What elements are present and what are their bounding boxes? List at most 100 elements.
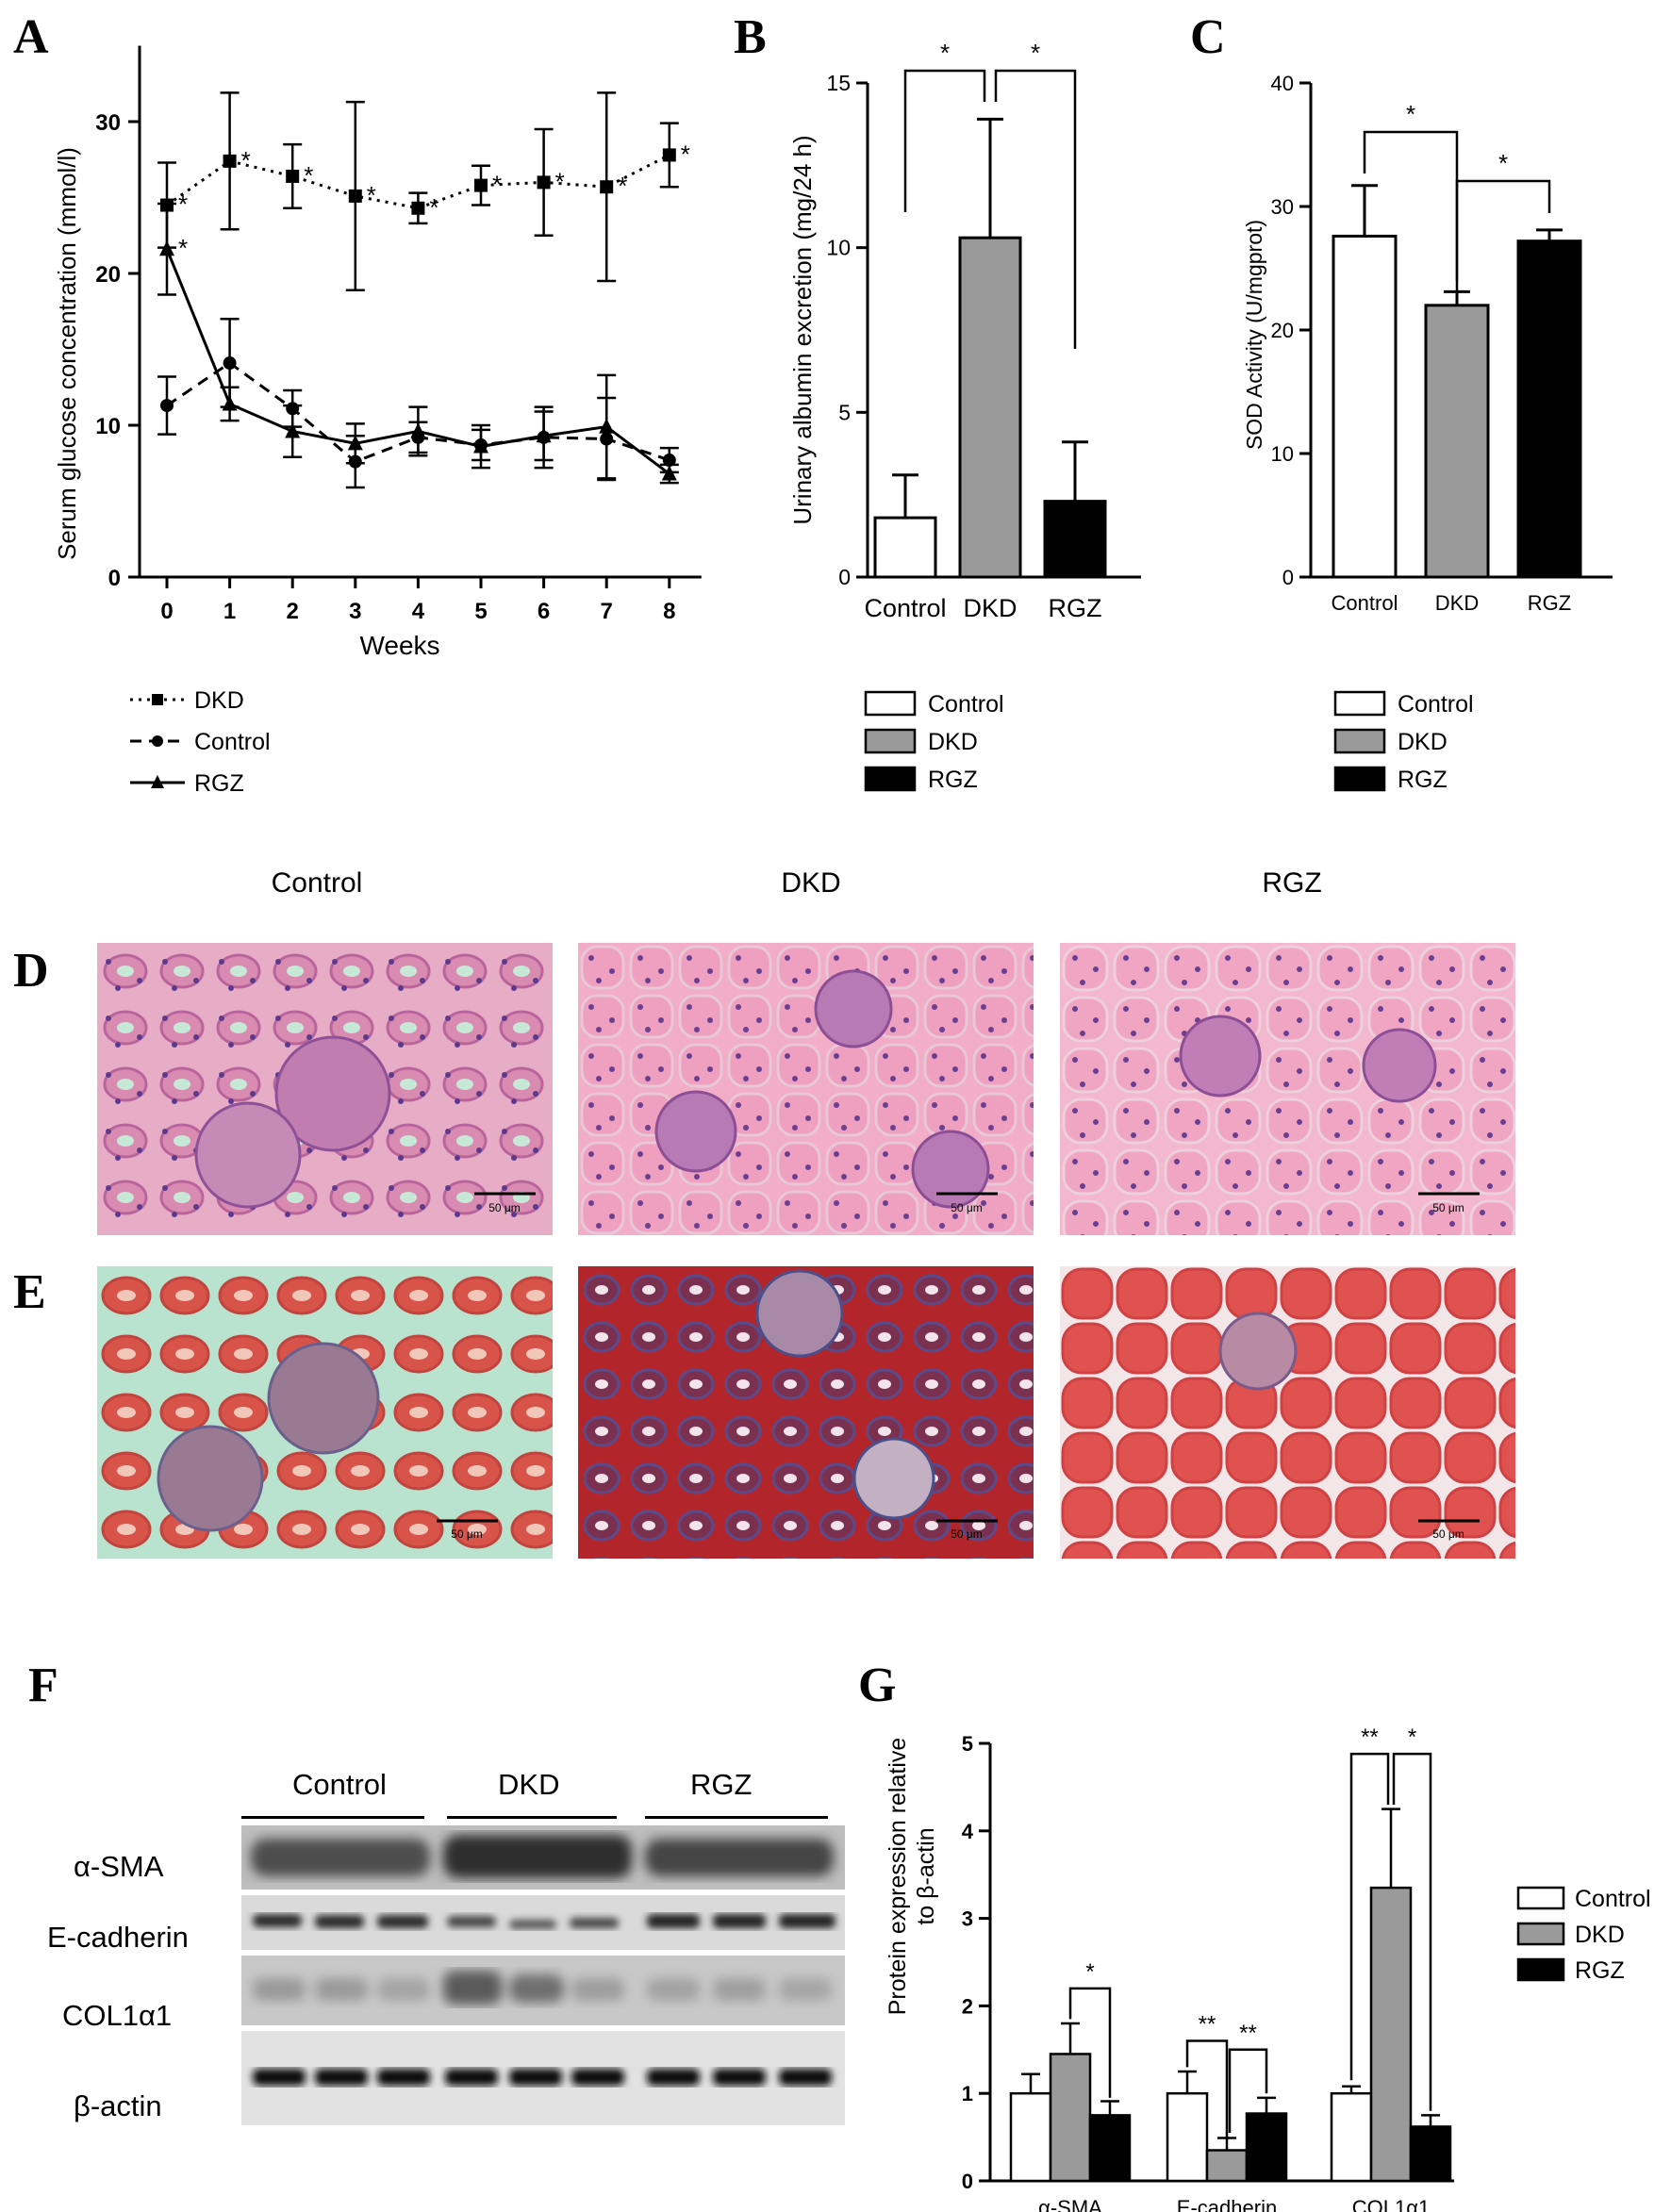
significance-star: * bbox=[1498, 149, 1508, 177]
scale-bar-label: 50 μm bbox=[1432, 1527, 1464, 1541]
y-tick-label: 4 bbox=[962, 1820, 974, 1843]
significance-star: * bbox=[555, 167, 565, 195]
significance-star: * bbox=[1085, 1959, 1094, 1985]
legend-label: RGZ bbox=[194, 770, 244, 797]
significance-star: * bbox=[940, 39, 950, 67]
x-category-label: RGZ bbox=[1528, 591, 1571, 615]
data-point bbox=[223, 154, 237, 168]
legend-label: Control bbox=[1398, 691, 1474, 718]
albumin-bar-chart: 0 5 10 15 Control DKD RGZ * * Urinary albumin ex… bbox=[788, 39, 1141, 793]
tissue-texture: 50 μm bbox=[1060, 1266, 1515, 1559]
masson-micrograph-dkd: 50 μm bbox=[578, 1266, 1034, 1559]
wb-row-label-ecadherin: E-cadherin bbox=[47, 1921, 189, 1954]
significance-bracket bbox=[1068, 1987, 1112, 2098]
x-tick-label: 6 bbox=[538, 599, 550, 624]
bar-control bbox=[1166, 2091, 1209, 2183]
scale-bar-label: 50 μm bbox=[451, 1527, 483, 1541]
sod-bar-chart: 0 10 20 30 40 Control DKD RGZ * * SOD Activity (U… bbox=[1242, 72, 1613, 793]
masson-micrograph-rgz: 50 μm bbox=[1060, 1266, 1515, 1559]
tissue-texture: 50 μm bbox=[97, 943, 553, 1235]
significance-bracket bbox=[994, 69, 1077, 349]
data-point bbox=[347, 435, 363, 451]
legend-swatch bbox=[1333, 690, 1386, 717]
legend-marker bbox=[152, 694, 163, 705]
scale-bar-label: 50 μm bbox=[488, 1201, 521, 1214]
significance-star: * bbox=[429, 193, 438, 222]
data-point bbox=[348, 189, 362, 203]
x-tick-label: 1 bbox=[223, 599, 236, 624]
y-tick-label: 5 bbox=[838, 400, 851, 424]
legend-label: DKD bbox=[194, 687, 244, 714]
micro-header-rgz: RGZ bbox=[1262, 867, 1322, 899]
legend-swatch bbox=[864, 690, 917, 717]
y-tick-label: 20 bbox=[95, 262, 121, 288]
bar-dkd bbox=[958, 236, 1022, 579]
legend-label: Control bbox=[194, 729, 271, 755]
y-tick-label: 20 bbox=[1271, 319, 1294, 342]
y-tick-label: 0 bbox=[962, 2170, 973, 2193]
significance-star: * bbox=[367, 181, 376, 209]
legend-swatch bbox=[1333, 766, 1386, 792]
legend-label: DKD bbox=[928, 729, 978, 755]
data-point bbox=[599, 418, 615, 434]
data-point bbox=[600, 180, 614, 194]
chart-a-xlabel: Weeks bbox=[359, 631, 439, 660]
y-tick-label: 2 bbox=[962, 1994, 973, 2018]
chart-g-ylabel-line1: Protein expression relative bbox=[885, 1738, 911, 2016]
chart-c-ylabel: SOD Activity (U/mgprot) bbox=[1242, 220, 1266, 450]
bar-dkd bbox=[1369, 1886, 1413, 2183]
data-point bbox=[411, 201, 425, 215]
significance-star: * bbox=[178, 190, 188, 219]
x-tick-label: 3 bbox=[349, 599, 361, 624]
legend-swatch bbox=[1333, 728, 1386, 754]
y-tick-label: 10 bbox=[826, 236, 851, 260]
x-category-label: DKD bbox=[1435, 591, 1479, 615]
legend-marker bbox=[152, 735, 163, 747]
y-tick-label: 10 bbox=[95, 414, 121, 439]
x-tick-label: 0 bbox=[160, 599, 173, 624]
data-point bbox=[159, 240, 174, 256]
wb-header-dkd: DKD bbox=[498, 1768, 560, 1801]
he-micrograph-control: 50 μm bbox=[97, 943, 553, 1235]
panel-letter-b: B bbox=[734, 10, 767, 64]
x-category-label: RGZ bbox=[1049, 594, 1102, 622]
significance-star: * bbox=[618, 172, 627, 200]
micro-header-control: Control bbox=[271, 867, 363, 899]
x-category-label: Control bbox=[1332, 591, 1398, 615]
significance-star: ** bbox=[1199, 2012, 1216, 2038]
chart-g-ylabel-line2: to β-actin bbox=[913, 1827, 939, 1924]
legend-swatch bbox=[1516, 1957, 1565, 1982]
tissue-texture: 50 μm bbox=[578, 943, 1034, 1235]
chart-b-ylabel: Urinary albumin excretion (mg/24 h) bbox=[788, 135, 817, 524]
bar-rgz bbox=[1245, 2112, 1288, 2183]
legend-label: Control bbox=[1575, 1886, 1651, 1912]
significance-star: ** bbox=[1239, 2021, 1257, 2046]
data-point bbox=[474, 178, 488, 192]
legend-swatch bbox=[864, 728, 917, 754]
scale-bar-label: 50 μm bbox=[951, 1527, 983, 1541]
panel-letter-a: A bbox=[13, 10, 49, 64]
panel-letter-f: F bbox=[28, 1659, 58, 1712]
he-micrograph-dkd: 50 μm bbox=[578, 943, 1034, 1235]
legend-label: DKD bbox=[1398, 729, 1448, 755]
legend-swatch bbox=[1516, 1886, 1565, 1910]
legend-swatch bbox=[864, 766, 917, 792]
significance-bracket bbox=[903, 69, 986, 212]
bar-rgz bbox=[1409, 2125, 1452, 2183]
x-category-label: Control bbox=[864, 594, 946, 622]
masson-micrograph-control: 50 μm bbox=[97, 1266, 553, 1559]
chart-g-legend: Control DKD RGZ bbox=[1516, 1886, 1651, 1984]
wb-row-label-col1a1: COL1α1 bbox=[62, 1999, 173, 2032]
y-tick-label: 15 bbox=[826, 71, 851, 95]
significance-star: * bbox=[681, 140, 690, 168]
significance-star: * bbox=[178, 234, 188, 262]
data-point bbox=[222, 395, 238, 411]
y-tick-label: 3 bbox=[962, 1907, 973, 1931]
series-control bbox=[157, 318, 679, 489]
data-point bbox=[661, 465, 677, 481]
data-point bbox=[286, 169, 300, 183]
significance-bracket bbox=[1349, 1752, 1390, 2081]
significance-bracket bbox=[1392, 1752, 1432, 2111]
legend-label: RGZ bbox=[1575, 1957, 1625, 1984]
